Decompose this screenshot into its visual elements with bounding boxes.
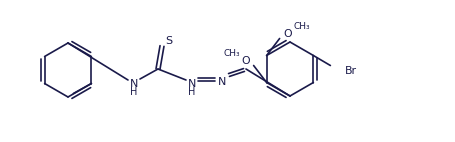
Text: Br: Br [344,65,356,76]
Text: N: N [130,79,138,89]
Text: O: O [283,29,292,38]
Text: H: H [188,87,196,97]
Text: CH₃: CH₃ [293,22,310,31]
Text: N: N [188,79,196,89]
Text: CH₃: CH₃ [223,49,240,58]
Text: S: S [166,36,172,46]
Text: O: O [241,56,250,65]
Text: N: N [218,77,226,87]
Text: H: H [130,87,138,97]
